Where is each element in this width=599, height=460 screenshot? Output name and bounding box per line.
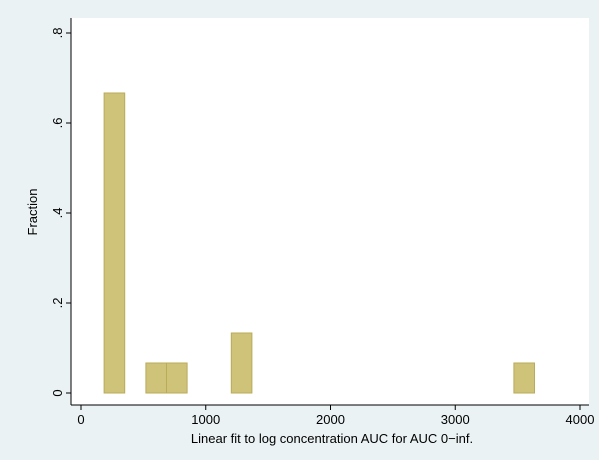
y-axis-title: Fraction [25, 189, 40, 236]
plot-area [71, 18, 589, 405]
y-tick-label-0: 0 [50, 389, 65, 396]
histogram-bar-5 [513, 362, 536, 394]
bars-group [103, 92, 536, 394]
x-tick-label-2: 2000 [316, 412, 345, 427]
y-ticks-group: 0 .2 .4 .6 .8 [50, 28, 71, 397]
x-tick-label-0: 0 [77, 412, 84, 427]
histogram-bar-3 [166, 362, 188, 394]
histogram-bar-2 [145, 362, 167, 394]
x-tick-label-1: 1000 [191, 412, 220, 427]
x-axis-title: Linear fit to log concentration AUC for … [191, 431, 473, 446]
x-tick-label-3: 3000 [441, 412, 470, 427]
x-ticks-group: 0 1000 2000 3000 4000 [77, 405, 594, 427]
y-tick-label-1: .2 [50, 298, 65, 309]
histogram-bar-1 [103, 92, 126, 394]
histogram-bar-4 [230, 332, 253, 394]
y-tick-label-4: .8 [50, 28, 65, 39]
y-tick-label-3: .6 [50, 118, 65, 129]
y-tick-label-2: .4 [50, 208, 65, 219]
x-tick-label-4: 4000 [566, 412, 595, 427]
